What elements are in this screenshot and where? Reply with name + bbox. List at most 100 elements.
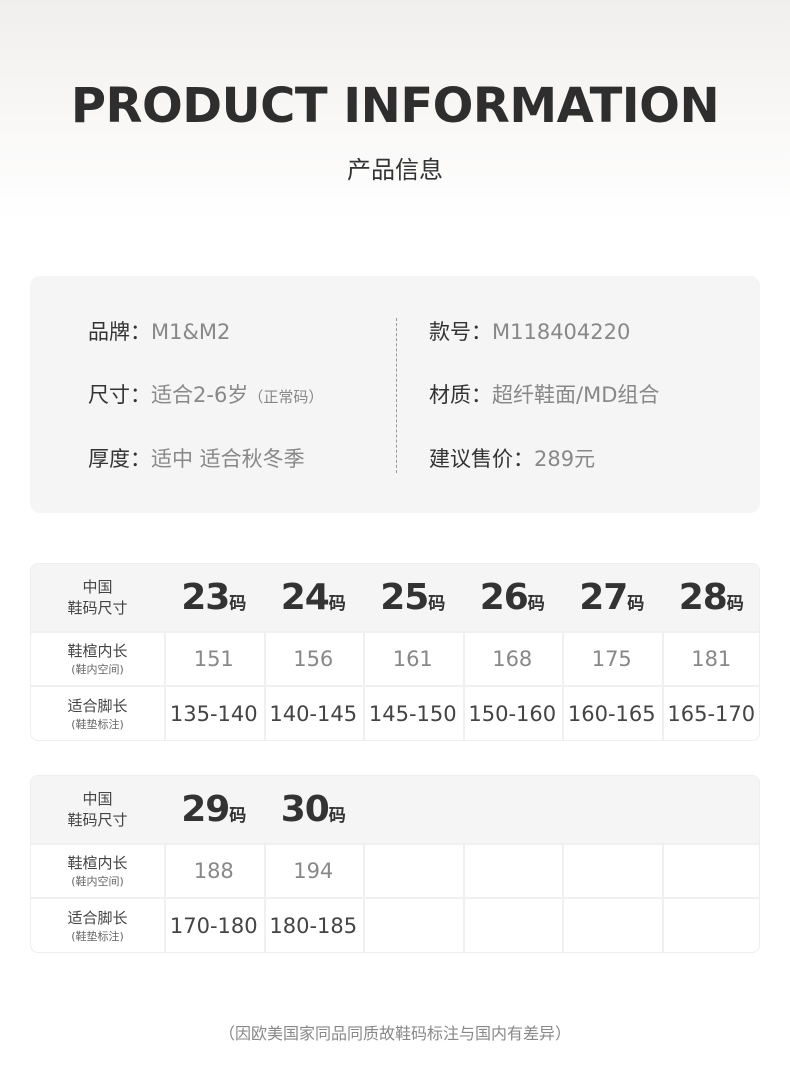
size-unit: 码 xyxy=(726,594,744,614)
info-thickness: 厚度：适中 适合秋冬季 xyxy=(88,443,305,473)
col-divider xyxy=(164,843,166,952)
size-number: 24 xyxy=(280,577,330,618)
size-unit: 码 xyxy=(627,594,645,614)
row-label-sub: 鞋码尺寸 xyxy=(67,598,128,617)
inner-length-cell: 175 xyxy=(591,646,632,671)
size-value: 26码 xyxy=(480,577,545,618)
size-value: 25码 xyxy=(380,577,445,618)
product-info-card xyxy=(30,276,760,513)
size-value: 23码 xyxy=(181,577,246,618)
info-key: 尺寸： xyxy=(88,383,151,407)
size-header-cell: 24码 xyxy=(264,564,364,631)
size-number: 27 xyxy=(579,577,628,618)
info-value: 适中 适合秋冬季 xyxy=(151,447,305,471)
foot-length-cell: 165-170 xyxy=(667,702,756,726)
row-divider xyxy=(31,897,759,899)
inner-length-cell: 161 xyxy=(392,646,433,671)
divider xyxy=(396,318,397,473)
size-number: 26 xyxy=(479,577,529,618)
row-label: 鞋楦内长 (鞋内空间) xyxy=(31,631,164,686)
info-suffix: （正常码） xyxy=(248,388,324,406)
size-table-header xyxy=(31,564,759,631)
row-label-main: 中国 xyxy=(82,789,113,808)
info-key: 品牌： xyxy=(88,320,151,344)
info-material: 材质：超纤鞋面/MD组合 xyxy=(429,379,659,409)
inner-length-cell: 151 xyxy=(193,646,234,671)
size-unit: 码 xyxy=(328,806,346,826)
size-unit: 码 xyxy=(229,806,247,826)
page-subtitle: 产品信息 xyxy=(347,156,443,184)
size-number: 23 xyxy=(181,577,230,618)
size-header-cell: 23码 xyxy=(164,564,264,631)
size-number: 30 xyxy=(280,789,330,830)
info-key: 厚度： xyxy=(88,447,151,471)
row-label-main: 适合脚长 xyxy=(67,909,128,927)
size-table: 中国 鞋码尺寸 鞋楦内长 (鞋内空间) 适合脚长 (鞋垫标注) 29码 188 170-180 3… xyxy=(30,775,760,953)
info-value: M118404220 xyxy=(492,320,631,344)
size-value: 24码 xyxy=(281,577,346,618)
size-header-cell: 27码 xyxy=(562,564,662,631)
size-number: 29 xyxy=(181,789,230,830)
foot-length-cell: 145-150 xyxy=(368,702,457,726)
size-value: 27码 xyxy=(579,577,644,618)
row-label-note: (鞋内空间) xyxy=(71,874,124,888)
size-number: 28 xyxy=(678,577,728,618)
info-key: 款号： xyxy=(429,320,492,344)
row-label: 适合脚长 (鞋垫标注) xyxy=(31,898,164,952)
inner-length-cell: 194 xyxy=(293,858,334,883)
col-divider xyxy=(661,843,664,952)
size-table-header xyxy=(31,776,759,843)
row-label: 中国 鞋码尺寸 xyxy=(31,776,164,843)
size-unit: 码 xyxy=(328,594,346,614)
size-header-cell: 30码 xyxy=(264,776,364,843)
inner-length-cell: 168 xyxy=(492,646,533,671)
row-label-sub: 鞋码尺寸 xyxy=(67,810,128,829)
inner-length-cell: 156 xyxy=(293,646,334,671)
size-value: 29码 xyxy=(181,789,246,830)
inner-length-cell: 188 xyxy=(193,858,234,883)
col-divider xyxy=(462,631,465,740)
size-header-cell: 29码 xyxy=(164,776,264,843)
info-value: 超纤鞋面/MD组合 xyxy=(492,383,660,407)
size-unit: 码 xyxy=(527,594,545,614)
size-value: 28码 xyxy=(679,577,744,618)
size-header-cell: 26码 xyxy=(463,564,563,631)
row-label-note: (鞋垫标注) xyxy=(71,718,124,731)
inner-length-cell: 181 xyxy=(691,646,732,671)
row-divider xyxy=(31,843,759,845)
info-key: 材质： xyxy=(429,383,492,407)
info-price: 建议售价：289元 xyxy=(429,443,595,473)
foot-length-cell: 140-145 xyxy=(269,702,358,726)
header-background xyxy=(0,0,790,220)
info-value: M1&M2 xyxy=(151,320,231,344)
info-value: 289元 xyxy=(534,447,596,471)
foot-length-cell: 180-185 xyxy=(269,914,358,938)
size-table: 中国 鞋码尺寸 鞋楦内长 (鞋内空间) 适合脚长 (鞋垫标注) 23码 151 135-140 2… xyxy=(30,563,760,741)
size-header-cell: 25码 xyxy=(363,564,463,631)
row-label-main: 适合脚长 xyxy=(67,697,128,715)
info-model: 款号：M118404220 xyxy=(429,316,630,346)
col-divider xyxy=(363,631,365,740)
col-divider xyxy=(462,843,465,952)
row-label-main: 中国 xyxy=(82,577,113,596)
row-divider xyxy=(31,685,759,687)
row-label-note: (鞋内空间) xyxy=(71,662,124,676)
size-header-cell: 28码 xyxy=(662,564,760,631)
page-title: PRODUCT INFORMATION xyxy=(70,78,720,134)
size-unit: 码 xyxy=(428,594,446,614)
col-divider xyxy=(562,843,564,952)
footnote: （因欧美国家同品同质故鞋码标注与国内有差异） xyxy=(218,1024,571,1043)
info-brand: 品牌：M1&M2 xyxy=(88,316,230,346)
foot-length-cell: 135-140 xyxy=(169,702,258,726)
row-label-note: (鞋垫标注) xyxy=(71,930,124,943)
size-unit: 码 xyxy=(229,594,247,614)
row-divider xyxy=(31,631,759,633)
foot-length-cell: 160-165 xyxy=(567,702,656,726)
foot-length-cell: 170-180 xyxy=(169,914,258,938)
row-label-main: 鞋楦内长 xyxy=(67,853,128,872)
col-divider xyxy=(661,631,664,740)
info-size: 尺寸：适合2-6岁（正常码） xyxy=(88,379,323,409)
col-divider xyxy=(263,843,266,952)
col-divider xyxy=(562,631,564,740)
size-value: 30码 xyxy=(281,789,346,830)
